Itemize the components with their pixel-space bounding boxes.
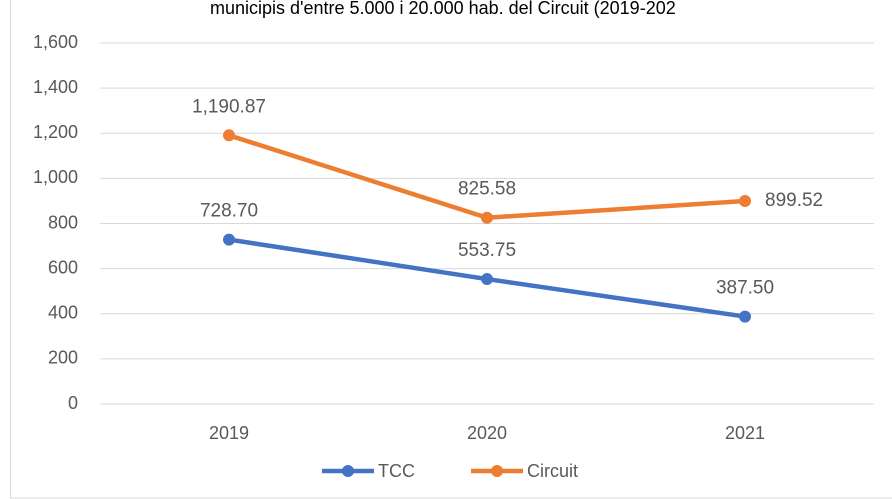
y-tick-label: 1,000 [33, 167, 78, 187]
y-tick-label: 1,600 [33, 32, 78, 52]
data-point [739, 310, 751, 323]
data-point [223, 233, 235, 246]
data-point [481, 211, 493, 224]
data-label: 387.50 [716, 278, 774, 299]
y-tick-label: 0 [68, 393, 78, 413]
x-tick-label: 2019 [209, 423, 249, 443]
legend-marker [342, 465, 354, 477]
x-tick-label: 2020 [467, 423, 507, 443]
y-tick-label: 400 [48, 303, 78, 323]
data-point [739, 195, 751, 208]
chart-border [10, 0, 892, 499]
y-tick-label: 200 [48, 348, 78, 368]
data-label: 1,190.87 [192, 96, 266, 117]
y-tick-label: 800 [48, 212, 78, 232]
data-label: 825.58 [458, 179, 516, 200]
data-point [223, 129, 235, 142]
y-tick-label: 600 [48, 257, 78, 277]
chart-title: municipis d'entre 5.000 i 20.000 hab. de… [210, 0, 676, 18]
legend-label: Circuit [527, 461, 578, 481]
data-label: 553.75 [458, 240, 516, 261]
legend-marker [491, 465, 503, 477]
y-tick-label: 1,400 [33, 77, 78, 97]
data-label: 899.52 [765, 190, 823, 211]
data-label: 728.70 [200, 201, 258, 222]
legend-label: TCC [378, 461, 415, 481]
data-point [481, 273, 493, 286]
y-tick-label: 1,200 [33, 122, 78, 142]
x-tick-label: 2021 [725, 423, 765, 443]
